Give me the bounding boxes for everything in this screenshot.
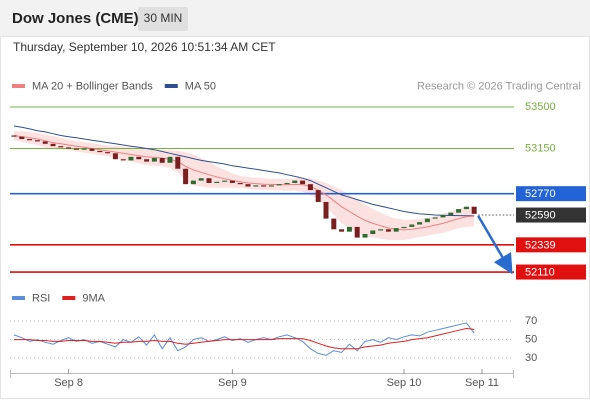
candle bbox=[354, 226, 360, 238]
candle bbox=[284, 182, 290, 185]
level-box bbox=[516, 264, 586, 280]
candle bbox=[222, 180, 228, 182]
candle bbox=[105, 152, 111, 154]
candle bbox=[19, 136, 25, 140]
level-label: 52110 bbox=[525, 266, 555, 278]
candle bbox=[456, 209, 462, 213]
x-tick-label: Sep 11 bbox=[465, 377, 499, 389]
legend-label: RSI bbox=[32, 292, 50, 304]
title: Dow Jones (CME) bbox=[12, 10, 139, 27]
candle bbox=[237, 182, 243, 185]
legend-swatch bbox=[62, 296, 76, 300]
candle bbox=[89, 148, 95, 151]
candle bbox=[417, 222, 423, 225]
candle bbox=[27, 139, 33, 141]
candle bbox=[315, 190, 321, 202]
candle bbox=[229, 180, 235, 183]
timeframe-box bbox=[138, 7, 188, 31]
legend-swatch bbox=[12, 84, 25, 88]
candle bbox=[261, 185, 267, 187]
timeframe: 30 MIN bbox=[144, 11, 183, 25]
header-bar bbox=[0, 0, 590, 36]
candle bbox=[206, 178, 212, 183]
candle bbox=[112, 153, 118, 160]
candle bbox=[11, 135, 17, 137]
candle bbox=[190, 180, 196, 185]
legend-swatch bbox=[12, 296, 25, 300]
candle bbox=[300, 180, 306, 185]
candle bbox=[448, 212, 454, 216]
legend-label: 9MA bbox=[82, 292, 105, 304]
candle bbox=[268, 185, 274, 187]
candle bbox=[73, 148, 79, 150]
rsi-tick-label: 50 bbox=[525, 333, 537, 345]
candle bbox=[424, 218, 430, 223]
rsi-line bbox=[14, 327, 475, 350]
candle bbox=[120, 159, 126, 161]
legend-swatch bbox=[164, 84, 178, 88]
candle bbox=[307, 184, 313, 191]
candle bbox=[42, 141, 48, 144]
candle bbox=[167, 156, 173, 163]
candle bbox=[393, 228, 399, 232]
candle bbox=[214, 181, 220, 183]
candle bbox=[97, 150, 103, 153]
current-price-box bbox=[516, 207, 586, 223]
rsi-tick-label: 70 bbox=[525, 315, 537, 327]
ma50-line bbox=[13, 125, 475, 217]
candle bbox=[409, 224, 415, 227]
x-tick-label: Sep 10 bbox=[387, 377, 422, 389]
candle bbox=[151, 158, 157, 162]
forecast-arrow bbox=[477, 215, 513, 275]
candle bbox=[331, 218, 337, 230]
candle bbox=[66, 147, 72, 149]
candle bbox=[323, 201, 329, 219]
level-label: 53500 bbox=[525, 101, 556, 113]
candle bbox=[136, 156, 142, 160]
candle bbox=[432, 217, 438, 219]
annotation: Research © 2026 Trading Central bbox=[417, 80, 581, 92]
level-label: 52339 bbox=[525, 239, 556, 251]
level-label: 53150 bbox=[525, 142, 556, 154]
candle bbox=[370, 230, 376, 235]
candle bbox=[34, 140, 40, 142]
candle bbox=[385, 229, 391, 232]
candle bbox=[463, 206, 469, 210]
candle bbox=[198, 178, 204, 181]
rsi-line bbox=[13, 322, 475, 356]
x-tick-label: Sep 9 bbox=[218, 377, 247, 389]
current-price-label: 52590 bbox=[525, 209, 556, 221]
rsi-tick-label: 30 bbox=[525, 352, 537, 364]
candle bbox=[50, 143, 56, 147]
candle bbox=[58, 146, 64, 148]
candle bbox=[81, 148, 87, 150]
candle bbox=[378, 229, 384, 231]
candle bbox=[292, 180, 298, 183]
x-tick-label: Sep 8 bbox=[54, 377, 83, 389]
level-box bbox=[516, 186, 586, 202]
plot: 53500 53150 52770 52339 52110 52590 MA 20 + Bo… bbox=[10, 80, 586, 389]
candle bbox=[440, 215, 446, 218]
legend-label: MA 20 + Bollinger Bands bbox=[32, 80, 153, 92]
level-box bbox=[516, 237, 586, 253]
candle bbox=[401, 226, 407, 229]
level-label: 52770 bbox=[525, 188, 556, 200]
candle bbox=[339, 229, 345, 232]
legend-label: MA 50 bbox=[185, 80, 216, 92]
candle bbox=[346, 226, 352, 232]
candle bbox=[362, 234, 368, 238]
candle bbox=[159, 158, 165, 163]
candle bbox=[183, 168, 189, 185]
candle bbox=[471, 206, 477, 214]
datetime: Thursday, September 10, 2026 10:51:34 AM… bbox=[13, 40, 276, 54]
candle bbox=[144, 159, 150, 162]
candle bbox=[276, 184, 282, 186]
candle bbox=[245, 184, 251, 187]
candle bbox=[175, 156, 181, 169]
candle bbox=[253, 185, 259, 187]
candle bbox=[128, 156, 134, 161]
